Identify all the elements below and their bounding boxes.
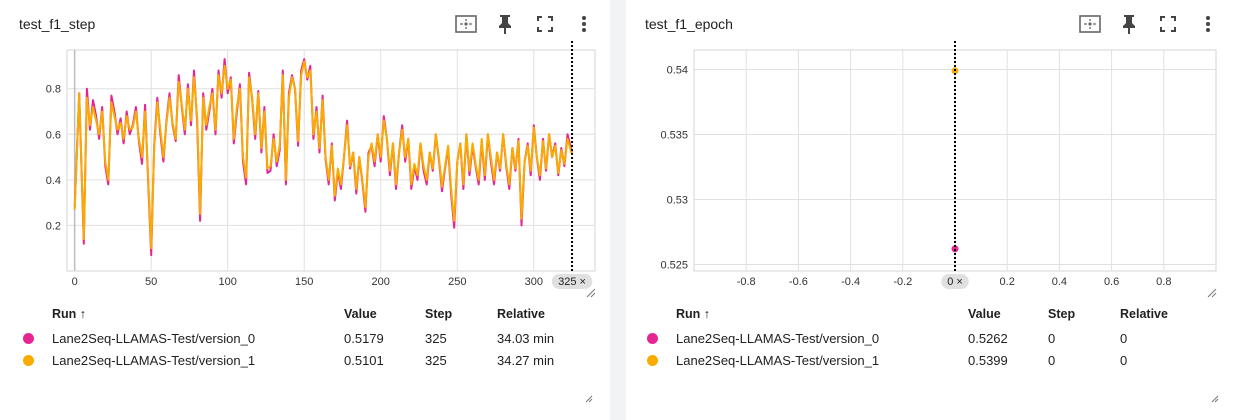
table-row[interactable]: Lane2Seq-LLAMAS-Test/version_1 0.5101 32… [0, 353, 610, 375]
chart-title: test_f1_step [19, 16, 96, 32]
x-tick-label: 0 [72, 276, 78, 288]
table-row[interactable]: Lane2Seq-LLAMAS-Test/version_0 0.5262 0 … [626, 331, 1236, 353]
run-step: 0 [1048, 331, 1056, 346]
run-value: 0.5179 [344, 331, 384, 346]
card-test-f1-epoch: test_f1_epoch -0.8 -0.6 -0.4 -0.2 0.2 0.4 0.6 0… [626, 0, 1236, 420]
run-relative: 34.27 min [497, 353, 555, 368]
x-tick-label: 0.2 [1000, 276, 1015, 288]
plot-frame [66, 49, 596, 272]
pin-icon[interactable] [492, 11, 518, 37]
header-relative: Relative [1120, 307, 1168, 321]
run-value: 0.5262 [968, 331, 1008, 346]
more-vert-icon[interactable] [1195, 11, 1221, 37]
x-tick-label: 0.8 [1156, 276, 1171, 288]
x-tick-label: -0.8 [737, 276, 756, 288]
header-value: Value [344, 307, 377, 321]
y-tick-label: 0.53 [667, 195, 688, 207]
chart-resize-icon[interactable] [586, 288, 596, 298]
fullscreen-icon[interactable] [1155, 11, 1181, 37]
header-step: Step [1048, 307, 1076, 321]
y-tick-label: 0.54 [667, 65, 688, 77]
data-point [951, 245, 959, 253]
x-tick-label: 300 [525, 276, 543, 288]
run-step: 325 [425, 353, 447, 368]
step-marker-label: 0 × [947, 276, 963, 288]
chart-resize-icon[interactable] [1207, 288, 1217, 298]
fit-domain-icon[interactable] [1077, 11, 1103, 37]
x-tick-label: 200 [372, 276, 390, 288]
fullscreen-icon[interactable] [532, 11, 558, 37]
x-tick-label: 50 [145, 276, 157, 288]
run-name: Lane2Seq-LLAMAS-Test/version_0 [676, 331, 880, 346]
run-value: 0.5399 [968, 353, 1008, 368]
run-relative: 0 [1120, 331, 1128, 346]
run-color-dot [647, 333, 658, 344]
run-step: 325 [425, 331, 447, 346]
chart-title: test_f1_epoch [645, 16, 733, 32]
run-step: 0 [1048, 353, 1056, 368]
x-tick-label: -0.4 [841, 276, 860, 288]
run-name: Lane2Seq-LLAMAS-Test/version_1 [676, 353, 880, 368]
run-color-dot [23, 333, 34, 344]
y-tick-label: 0.4 [46, 175, 61, 187]
run-color-dot [23, 355, 34, 366]
table-row[interactable]: Lane2Seq-LLAMAS-Test/version_1 0.5399 0 … [626, 353, 1236, 375]
run-relative: 34.03 min [497, 331, 555, 346]
run-name: Lane2Seq-LLAMAS-Test/version_1 [52, 353, 256, 368]
series-line [73, 60, 573, 250]
x-tick-label: 0.4 [1052, 276, 1067, 288]
step-marker-pill [551, 274, 593, 289]
y-tick-label: 0.535 [660, 130, 688, 142]
resize-handle-icon[interactable] [1209, 393, 1219, 403]
scatter-chart[interactable]: -0.8 -0.6 -0.4 -0.2 0.2 0.4 0.6 0.8 0.525 0.53 0.5… [626, 40, 1236, 298]
run-color-dot [647, 355, 658, 366]
resize-handle-icon[interactable] [583, 393, 593, 403]
x-tick-label: 150 [295, 276, 313, 288]
table-row[interactable]: Lane2Seq-LLAMAS-Test/version_0 0.5179 32… [0, 331, 610, 353]
header-relative: Relative [497, 307, 545, 321]
header-value: Value [968, 307, 1001, 321]
fit-domain-icon[interactable] [453, 11, 479, 37]
header-run[interactable]: Run ↑ [676, 307, 711, 321]
pin-icon[interactable] [1116, 11, 1142, 37]
y-tick-label: 0.8 [46, 84, 61, 96]
y-tick-label: 0.525 [660, 260, 688, 272]
header-run[interactable]: Run ↑ [52, 307, 87, 321]
x-tick-label: -0.6 [789, 276, 808, 288]
run-value: 0.5101 [344, 353, 384, 368]
x-tick-label: -0.2 [893, 276, 912, 288]
x-tick-label: 250 [448, 276, 466, 288]
step-marker-pill [941, 274, 969, 289]
more-vert-icon[interactable] [571, 11, 597, 37]
line-chart[interactable]: 0 50 100 150 200 250 300 0.2 0.4 0.6 0.8 325 × [0, 40, 610, 298]
header-step: Step [425, 307, 453, 321]
card-test-f1-step: test_f1_step 0 50 100 150 200 250 300 0.2 0.4 0.6… [0, 0, 610, 420]
step-marker-label: 325 × [558, 276, 586, 288]
x-tick-label: 0.6 [1104, 276, 1119, 288]
y-tick-label: 0.6 [46, 129, 61, 141]
run-relative: 0 [1120, 353, 1128, 368]
y-tick-label: 0.2 [46, 220, 61, 232]
run-name: Lane2Seq-LLAMAS-Test/version_0 [52, 331, 256, 346]
x-tick-label: 100 [219, 276, 237, 288]
